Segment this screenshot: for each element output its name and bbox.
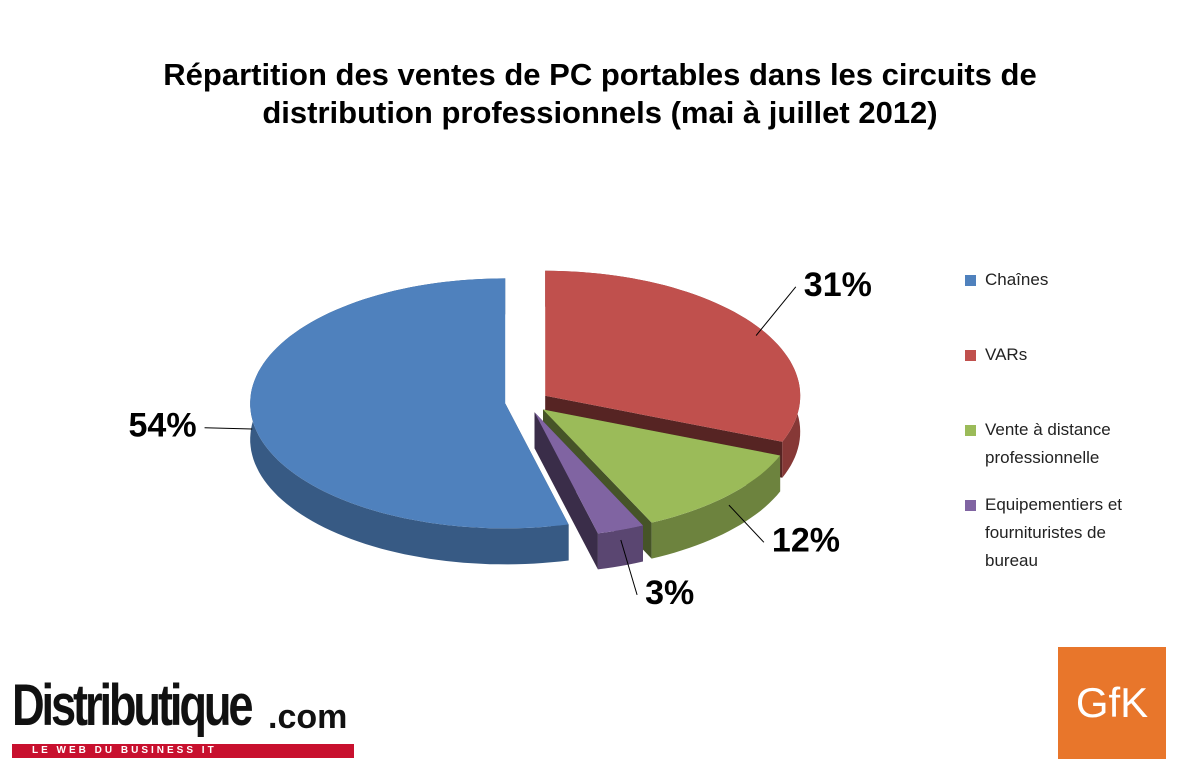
data-label: 3% <box>645 574 694 612</box>
legend-item: Vente à distance professionnelle <box>965 416 1155 472</box>
slice-side <box>597 525 643 570</box>
leader-line <box>728 504 765 543</box>
slice-side <box>250 278 569 565</box>
legend-item: Equipementiers et fournituristes de bure… <box>965 491 1155 575</box>
slice <box>250 278 569 529</box>
chart: 54% 31% 12% 3% <box>129 266 872 612</box>
slice <box>545 270 801 442</box>
data-label: 31% <box>804 266 872 304</box>
legend-swatch <box>965 275 976 286</box>
slice <box>534 412 643 534</box>
site-logo: Distributique .com LE WEB DU BUSINESS IT <box>12 672 357 762</box>
legend-label: Chaînes <box>985 270 1049 289</box>
slice-side <box>534 412 598 570</box>
legend-label: Vente à distance professionnelle <box>985 420 1111 467</box>
data-label: 12% <box>772 521 840 559</box>
slice <box>543 409 781 523</box>
leader-line <box>755 286 797 336</box>
source-logo: GfK <box>1058 647 1166 759</box>
legend-item: VARs <box>965 341 1155 369</box>
legend-item: Chaînes <box>965 266 1155 294</box>
legend-label: Equipementiers et fournituristes de bure… <box>985 495 1123 570</box>
legend-swatch <box>965 500 976 511</box>
logo-text: Distributique <box>12 673 254 738</box>
leader-line <box>620 539 638 596</box>
leader-line <box>204 427 253 430</box>
legend-swatch <box>965 425 976 436</box>
slice-side <box>651 455 781 559</box>
logo-suffix: .com <box>268 698 348 736</box>
legend-label: VARs <box>985 345 1028 364</box>
data-label: 54% <box>129 407 197 445</box>
chart-title: Répartition des ventes de PC portables d… <box>163 57 1037 130</box>
logo-tagline: LE WEB DU BUSINESS IT <box>12 744 354 758</box>
legend-swatch <box>965 350 976 361</box>
